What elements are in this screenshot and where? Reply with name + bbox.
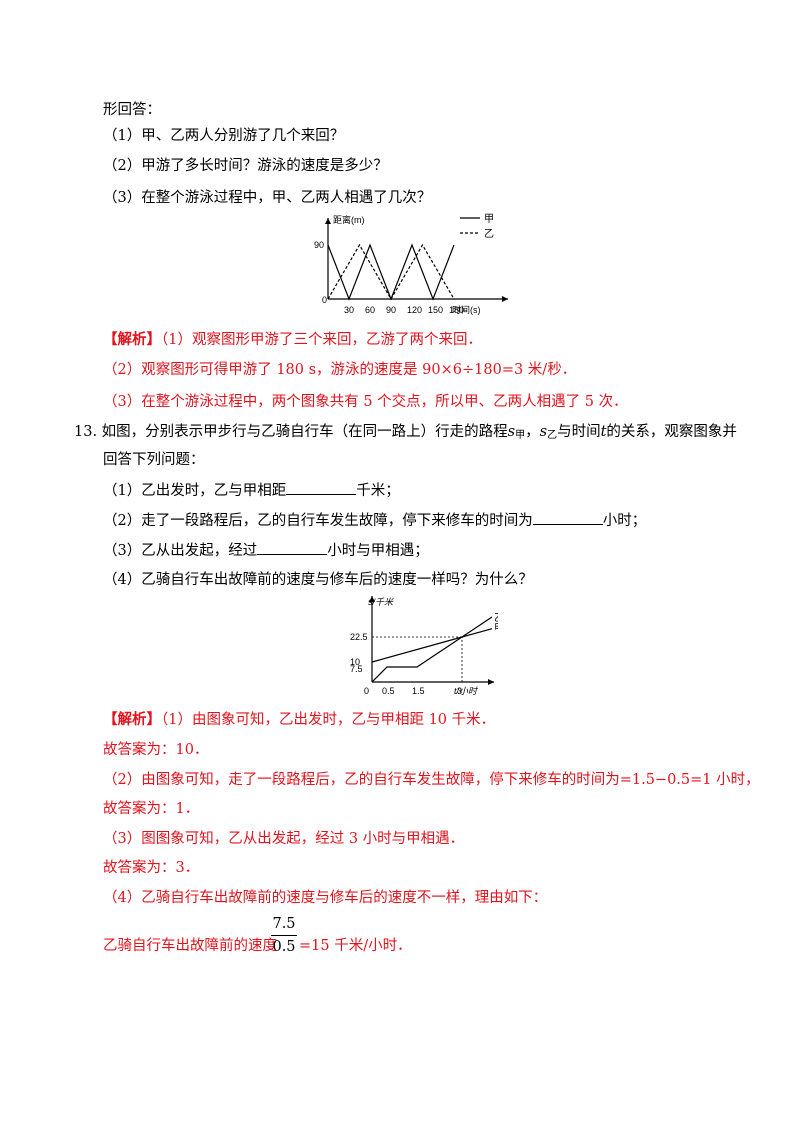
x-tick-label: 3	[457, 686, 462, 696]
q12-solution-1: （1）观察图形甲游了三个来回，乙游了两个来回．	[161, 332, 482, 348]
y-axis-label: 距离(m)	[333, 214, 365, 225]
q13-question-1: （1）乙出发时，乙与甲相距 千米；	[103, 480, 400, 501]
q13-question-2: （2）走了一段路程后，乙的自行车发生故障，停下来修车的时间为 小时；	[103, 510, 646, 531]
q13-solution-2: （2）由图象可知，走了一段路程后，乙的自行车发生故障，停下来修车的时间为=1.5…	[103, 772, 760, 788]
x-tick-label: 120	[407, 305, 422, 315]
fraction: 7.5 0.5	[271, 914, 297, 957]
t-symbol: t	[600, 424, 607, 440]
x-tick-label: 0	[364, 686, 369, 696]
x-tick-label: 60	[365, 305, 375, 315]
q12-item-3: （3）在整个游泳过程中，甲、乙两人相遇了几次？	[103, 190, 432, 206]
q13-q1-unit: 千米；	[356, 483, 400, 499]
q13-q2-text: （2）走了一段路程后，乙的自行车发生故障，停下来修车的时间为	[103, 513, 533, 529]
x-tick-label: 0.5	[382, 686, 395, 696]
fraction-numerator: 7.5	[272, 916, 296, 932]
x-tick-label: 0	[322, 295, 327, 305]
y-axis-label: s/千米	[368, 597, 394, 607]
q13-answer-1: 故答案为：10．	[103, 742, 209, 758]
x-tick-label: 30	[344, 305, 354, 315]
answer-blank-2[interactable]	[532, 510, 603, 525]
distance-time-chart: s/千米 t/小时 0 0.5 1.5 3 7.510 22.5 甲乙	[350, 596, 498, 696]
q13-answer-2: 故答案为：1．	[103, 801, 200, 817]
q13-stem-text-c: 的关系，观察图象并	[606, 424, 737, 440]
q12-solution-tag: 【解析】	[103, 331, 161, 348]
q13-q3-text: （3）乙从出发起，经过	[103, 543, 258, 559]
x-axis-label: t/小时	[454, 686, 479, 696]
x-tick-label: 150	[428, 305, 443, 315]
x-tick-label: 180	[449, 305, 464, 315]
q13-stem-line2: 回答下列问题：	[103, 452, 205, 468]
series-line-1	[327, 243, 455, 301]
q13-answer-3: 故答案为：3．	[103, 860, 200, 876]
series-line-0	[327, 243, 455, 301]
q13-solution-4-detail: 乙骑自行车出故障前的速度	[103, 936, 277, 956]
speed-text: 乙骑自行车出故障前的速度	[103, 938, 277, 954]
x-axis-arrow	[488, 679, 494, 685]
speed-result: =15 千米/小时．	[299, 938, 412, 954]
series-label-0: 甲	[494, 624, 498, 635]
q13-question-3: （3）乙从出发起，经过 小时与甲相遇；	[103, 540, 429, 561]
s-jia-subscript: 甲	[515, 430, 526, 441]
legend-label-0: 甲	[484, 214, 494, 225]
q12-solution-3: （3）在整个游泳过程中，两个图象共有 5 个交点，所以甲、乙两人相遇了 5 次．	[103, 394, 628, 410]
fraction-bar	[271, 935, 297, 936]
series-line-1	[371, 616, 493, 683]
q12-item-1: （1）甲、乙两人分别游了几个来回？	[103, 128, 345, 144]
x-axis-arrow	[502, 296, 508, 302]
y-axis-arrow	[369, 596, 375, 602]
fraction-denominator: 0.5	[272, 939, 296, 955]
answer-blank-3[interactable]	[257, 540, 328, 555]
legend-label-1: 乙	[484, 228, 494, 240]
q13-stem-text-b: 与时间	[557, 424, 601, 440]
q12-solution-2: （2）观察图形可得甲游了 180 s，游泳的速度是 90×6÷180=3 米/秒…	[103, 362, 577, 378]
q13-solution-tag: 【解析】	[103, 711, 161, 728]
y-tick-label: 22.5	[350, 632, 368, 642]
q13-number: 13.	[74, 424, 98, 440]
x-axis-label: 时间(s)	[452, 304, 481, 315]
series-label-1: 乙	[494, 612, 498, 624]
s-yi-symbol: s	[539, 424, 548, 440]
q13-stem-text-a: 如图，分别表示甲步行与乙骑自行车（在同一路上）行走的路程	[101, 424, 508, 440]
swim-chart: 距离(m) 时间(s) 0 30 60 90 120 150 180 90 甲乙	[314, 214, 508, 315]
q13-q3-unit: 小时与甲相遇；	[327, 543, 429, 559]
q13-separator: ，	[525, 424, 540, 440]
q13-q2-unit: 小时；	[602, 513, 647, 529]
s-yi-subscript: 乙	[547, 430, 558, 441]
q13-solution-1: （1）由图象可知，乙出发时，乙与甲相距 10 千米．	[161, 712, 496, 728]
q13-question-4: （4）乙骑自行车出故障前的速度与修车后的速度一样吗？为什么？	[103, 572, 533, 588]
q12-intro: 形回答：	[103, 102, 161, 118]
s-jia-symbol: s	[507, 424, 516, 440]
q13-stem: 13. 如图，分别表示甲步行与乙骑自行车（在同一路上）行走的路程s甲，s乙与时间…	[74, 422, 737, 446]
q13-q1-text: （1）乙出发时，乙与甲相距	[103, 483, 287, 499]
x-tick-label: 90	[386, 305, 396, 315]
answer-blank-1[interactable]	[286, 480, 357, 495]
y-axis-arrow	[325, 218, 331, 224]
q13-solution-4: （4）乙骑自行车出故障前的速度与修车后的速度不一样，理由如下：	[103, 890, 548, 906]
x-tick-label: 1.5	[412, 686, 425, 696]
y-tick-label: 10	[350, 657, 360, 667]
q12-item-2: （2）甲游了多长时间？游泳的速度是多少？	[103, 158, 388, 174]
y-tick-label: 90	[314, 240, 324, 250]
q13-solution-3: （3）图图象可知，乙从出发起，经过 3 小时与甲相遇．	[103, 831, 465, 847]
y-tick-label: 7.5	[350, 664, 363, 674]
